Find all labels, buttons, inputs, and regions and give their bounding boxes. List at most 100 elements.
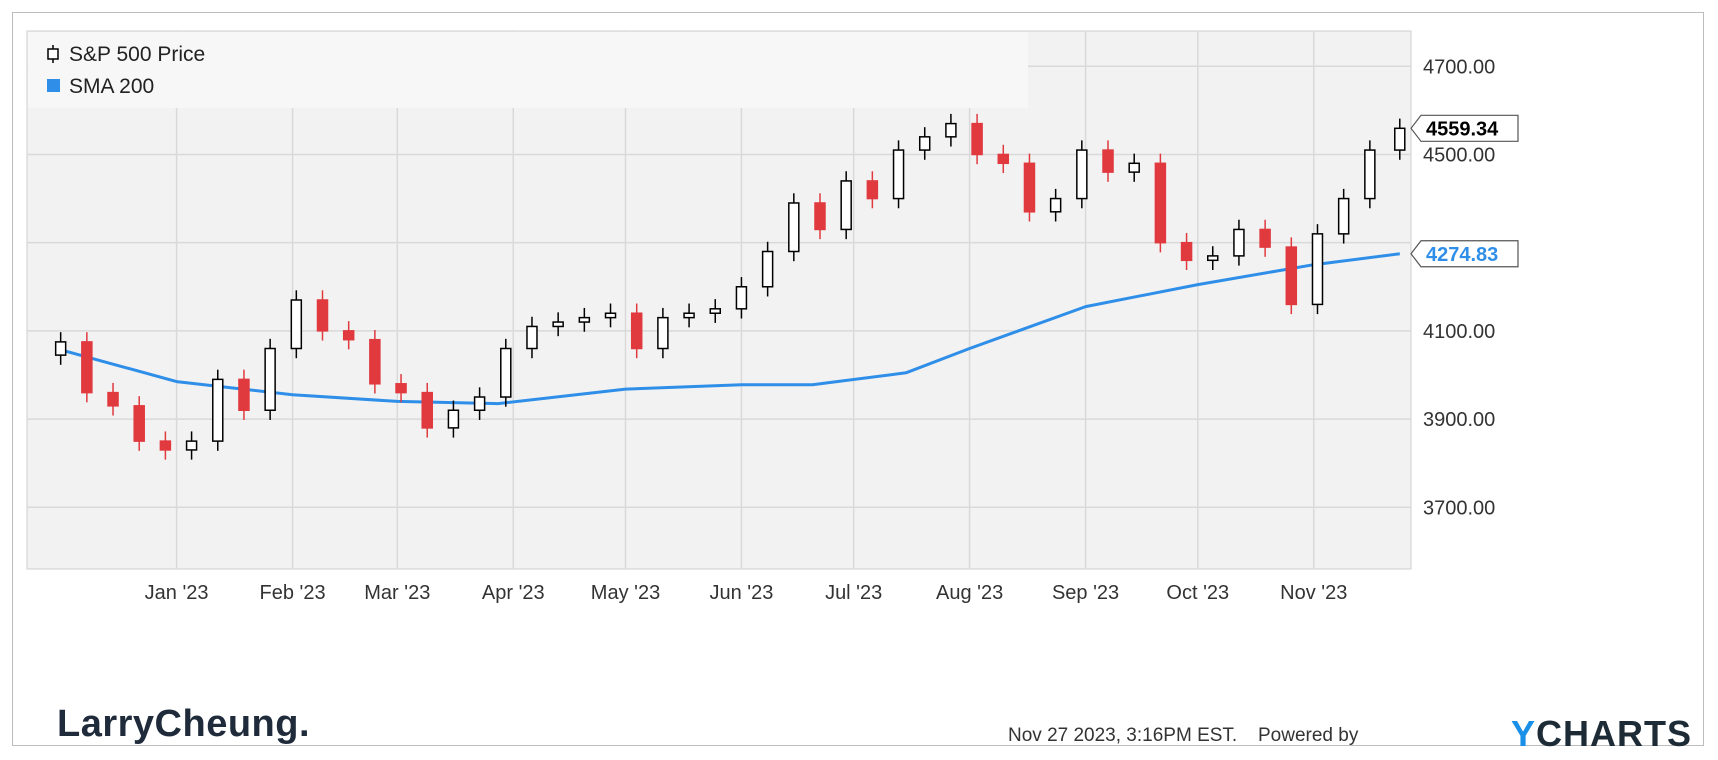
- candle-body: [604, 312, 617, 319]
- x-tick-label: Apr '23: [482, 582, 545, 604]
- x-tick-label: May '23: [591, 582, 660, 604]
- x-tick-label: Jun '23: [710, 582, 774, 604]
- candle-body: [107, 391, 119, 407]
- candle-body: [421, 391, 433, 429]
- candle-body: [316, 299, 329, 332]
- price-candle: [526, 316, 538, 359]
- candle-body: [997, 153, 1010, 165]
- candle-body: [788, 202, 800, 253]
- candle-body: [159, 440, 172, 451]
- price-candle: [1394, 118, 1406, 160]
- price-candle: [316, 290, 329, 341]
- candle-body: [1049, 197, 1062, 213]
- candle-body: [945, 122, 957, 138]
- price-candle: [971, 113, 983, 165]
- price-candle: [1154, 153, 1167, 253]
- y-tick-label: 4700.00: [1423, 56, 1495, 78]
- x-tick-label: Jan '23: [145, 582, 209, 604]
- price-candle: [1311, 224, 1324, 315]
- price-candle: [945, 113, 957, 147]
- ycharts-logo-initial: Y: [1511, 713, 1537, 754]
- candle-body: [1128, 162, 1140, 173]
- candle-body: [709, 308, 722, 314]
- price-candle: [473, 387, 486, 420]
- candle-body: [133, 405, 145, 442]
- candle-body: [866, 180, 879, 200]
- price-candle: [1180, 232, 1193, 271]
- candle-body: [526, 325, 538, 350]
- candle-body: [238, 378, 250, 411]
- x-tick-label: Sep '23: [1052, 582, 1119, 604]
- last-sma-label: 4274.83: [1410, 240, 1519, 268]
- y-tick-label: 3700.00: [1423, 497, 1495, 519]
- price-candle: [892, 140, 905, 209]
- candle-body: [814, 202, 826, 231]
- price-candle: [342, 321, 355, 350]
- price-candle: [788, 193, 800, 262]
- candle-legend-body: [47, 48, 59, 60]
- price-candle: [604, 303, 617, 328]
- candle-body: [761, 250, 774, 288]
- last-price-label-text: 4559.34: [1426, 118, 1499, 140]
- price-candle: [1259, 219, 1271, 257]
- price-candle: [133, 396, 145, 451]
- price-candle: [238, 369, 250, 420]
- candle-body: [840, 180, 852, 231]
- price-candle: [997, 144, 1010, 173]
- x-tick-label: Feb '23: [260, 582, 326, 604]
- price-candle: [761, 241, 774, 297]
- price-candle: [264, 338, 276, 420]
- candle-body: [342, 330, 355, 341]
- candle-body: [971, 122, 983, 156]
- candle-body: [185, 440, 198, 451]
- candle-body: [1023, 162, 1036, 213]
- sma-legend-swatch: [47, 79, 60, 92]
- candle-body: [264, 347, 276, 411]
- price-candle: [1128, 153, 1140, 182]
- chart: 3700.00 3900.00 4100.00 4500.00 4700.00 Jan …: [26, 30, 1519, 604]
- price-candle: [1285, 237, 1298, 315]
- candle-body: [1180, 241, 1193, 262]
- brand-logo: LarryCheung.: [57, 703, 311, 745]
- last-price-label: 4559.34: [1410, 114, 1519, 142]
- price-candle: [212, 369, 224, 451]
- candle-body: [395, 383, 407, 394]
- candle-body: [1364, 149, 1376, 200]
- price-candle: [421, 382, 433, 438]
- price-candle: [918, 127, 931, 160]
- candle-body: [1102, 149, 1114, 173]
- price-candle: [54, 332, 67, 365]
- candle-body: [552, 321, 564, 328]
- price-candle: [159, 431, 172, 460]
- price-candle: [866, 171, 879, 209]
- last-price-label-box: [1410, 114, 1519, 142]
- candle-body: [1285, 246, 1298, 306]
- price-candle: [1076, 140, 1088, 209]
- price-candle: [1102, 140, 1114, 182]
- candle-legend-icon: [47, 45, 59, 63]
- timestamp: Nov 27 2023, 3:16PM EST.: [1008, 725, 1238, 746]
- x-tick-label: Aug '23: [936, 582, 1003, 604]
- x-tick-label: Oct '23: [1166, 582, 1229, 604]
- price-candle: [81, 332, 93, 403]
- price-candle: [709, 299, 722, 323]
- price-candle: [1049, 188, 1062, 222]
- y-tick-label: 4500.00: [1423, 144, 1495, 166]
- candle-body: [892, 149, 905, 200]
- candle-body: [1076, 149, 1088, 200]
- price-candle: [185, 431, 198, 460]
- candle-body: [1259, 228, 1271, 248]
- candle-body: [657, 316, 669, 350]
- price-candle: [369, 329, 381, 394]
- price-candle: [500, 338, 512, 407]
- candle-body: [630, 312, 643, 350]
- x-tick-label: Mar '23: [364, 582, 430, 604]
- candle-body: [683, 312, 695, 319]
- powered-by-label: Powered by: [1258, 725, 1359, 746]
- price-candle: [683, 303, 695, 328]
- price-candle: [395, 374, 407, 403]
- legend-box: [28, 32, 1028, 108]
- candle-body: [1394, 127, 1406, 151]
- candle-body: [1233, 228, 1245, 257]
- candle-body: [578, 316, 591, 323]
